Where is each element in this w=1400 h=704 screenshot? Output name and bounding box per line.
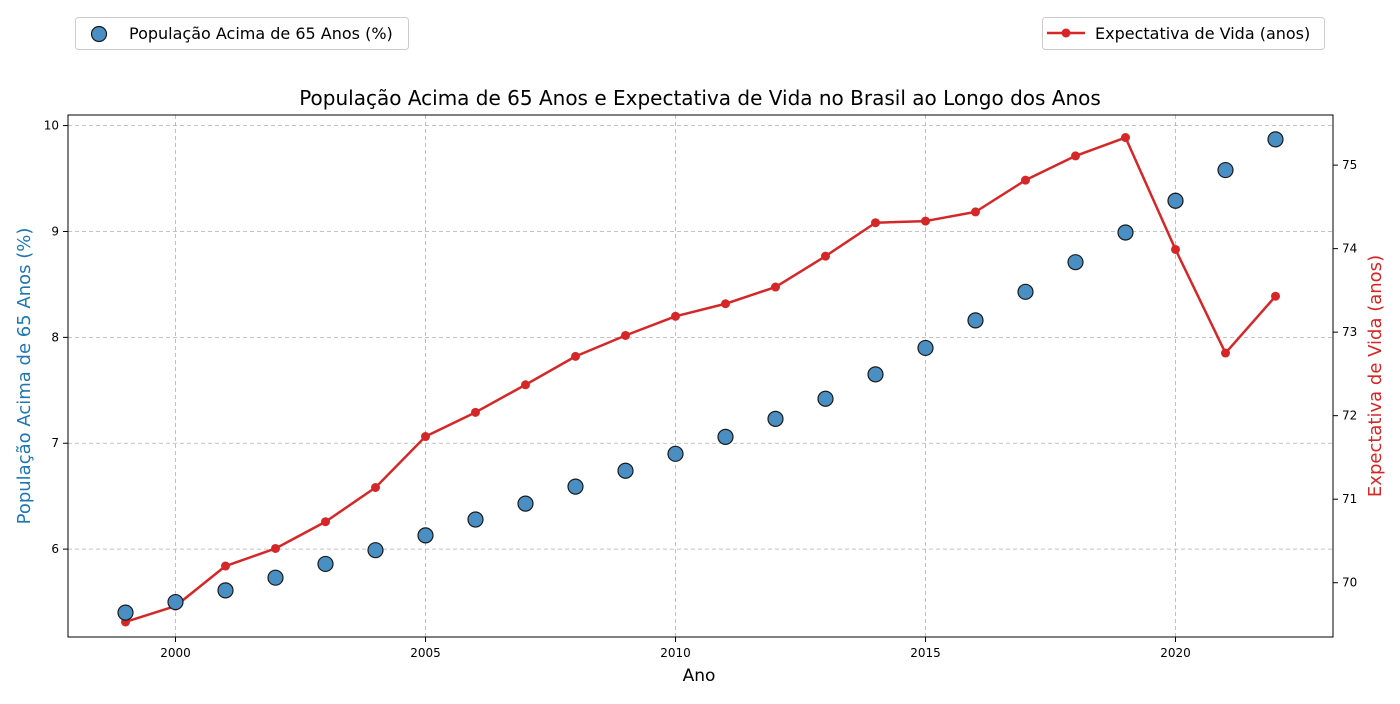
y-right-tick-label: 72	[1342, 409, 1357, 423]
legend-line-label: Expectativa de Vida (anos)	[1095, 24, 1310, 43]
population-65-point	[767, 410, 784, 427]
life-expectancy-point	[721, 299, 730, 309]
population-65-point	[467, 511, 484, 528]
x-tick-label: 2010	[660, 646, 691, 660]
y-axis-left-label: População Acima de 65 Anos (%)	[14, 228, 35, 525]
life-expectancy-point	[1121, 133, 1130, 143]
legend-scatter-label: População Acima de 65 Anos (%)	[129, 24, 393, 43]
legend-line-marker	[1061, 28, 1071, 38]
population-65-point	[867, 366, 884, 383]
population-65-point	[667, 445, 684, 462]
chart-title: População Acima de 65 Anos e Expectativa…	[299, 86, 1101, 110]
legend-left-box	[75, 17, 409, 50]
population-65-point	[1067, 254, 1084, 271]
grid-layer	[68, 115, 1333, 637]
plot-frame	[67, 114, 1334, 638]
life-expectancy-point	[421, 432, 430, 442]
population-65-point	[267, 569, 284, 586]
y-right-tick-label: 75	[1342, 158, 1357, 172]
y-right-tick-label: 73	[1342, 325, 1357, 339]
life-expectancy-point	[871, 218, 880, 228]
life-expectancy-point	[1021, 175, 1030, 185]
legend-scatter-marker	[90, 25, 108, 43]
x-tick-label: 2005	[410, 646, 441, 660]
life-expectancy-point	[221, 561, 230, 571]
population-65-point	[117, 604, 134, 621]
population-65-point	[567, 478, 584, 495]
population-65-point	[167, 593, 184, 611]
population-65-point	[517, 495, 534, 512]
population-65-point	[1267, 131, 1284, 148]
population-65-point	[417, 527, 434, 544]
population-65-point	[617, 462, 634, 479]
life-expectancy-point	[371, 482, 380, 492]
population-65-point	[317, 555, 334, 573]
life-expectancy-point	[571, 351, 580, 361]
life-expectancy-point	[521, 380, 530, 390]
life-expectancy-point	[921, 216, 930, 226]
y-right-tick-label: 71	[1342, 492, 1357, 506]
life-expectancy-point	[1071, 151, 1080, 161]
population-65-point	[817, 390, 834, 407]
life-expectancy-point	[271, 543, 280, 553]
y-left-tick-label: 9	[51, 224, 59, 238]
population-65-point	[367, 542, 384, 559]
life-expectancy-point	[621, 330, 630, 340]
y-left-tick-label: 8	[51, 330, 59, 344]
y-left-tick-label: 7	[51, 436, 59, 450]
population-65-point	[1117, 224, 1134, 241]
axes-layer: 2000 2005 2010 2015 2020 6 7 8 9 10 70 71 72 73 74 75	[44, 119, 1358, 660]
population-65-point	[1167, 192, 1184, 209]
legend-right-box	[1042, 17, 1325, 50]
population-65-point	[717, 428, 734, 445]
population-65-point	[1217, 161, 1234, 179]
y-left-tick-label: 6	[51, 542, 59, 556]
life-expectancy-line	[125, 136, 1277, 624]
y-left-tick-label: 10	[44, 119, 59, 133]
life-expectancy-point	[1171, 244, 1180, 254]
scatter-layer	[117, 131, 1284, 621]
life-expectancy-point	[471, 407, 480, 417]
legend-left: População Acima de 65 Anos (%)	[75, 17, 409, 50]
population-65-point	[1017, 283, 1034, 300]
line-layer	[121, 133, 1280, 627]
life-expectancy-point	[1271, 291, 1280, 301]
y-right-tick-label: 70	[1342, 576, 1357, 590]
population-65-point	[217, 582, 234, 599]
life-expectancy-point	[321, 517, 330, 527]
life-expectancy-point	[771, 282, 780, 292]
life-expectancy-point	[1221, 348, 1230, 358]
life-expectancy-point	[821, 251, 830, 261]
population-65-point	[917, 339, 934, 357]
x-tick-label: 2015	[910, 646, 941, 660]
y-right-tick-label: 74	[1342, 242, 1357, 256]
life-expectancy-point	[971, 207, 980, 217]
legend-right: Expectativa de Vida (anos)	[1042, 17, 1325, 50]
life-expectancy-point	[671, 311, 680, 321]
x-tick-label: 2000	[160, 646, 191, 660]
y-axis-right-label: Expectativa de Vida (anos)	[1365, 255, 1386, 497]
x-tick-label: 2020	[1160, 646, 1191, 660]
population-65-point	[967, 312, 984, 329]
x-axis-label: Ano	[683, 666, 716, 686]
